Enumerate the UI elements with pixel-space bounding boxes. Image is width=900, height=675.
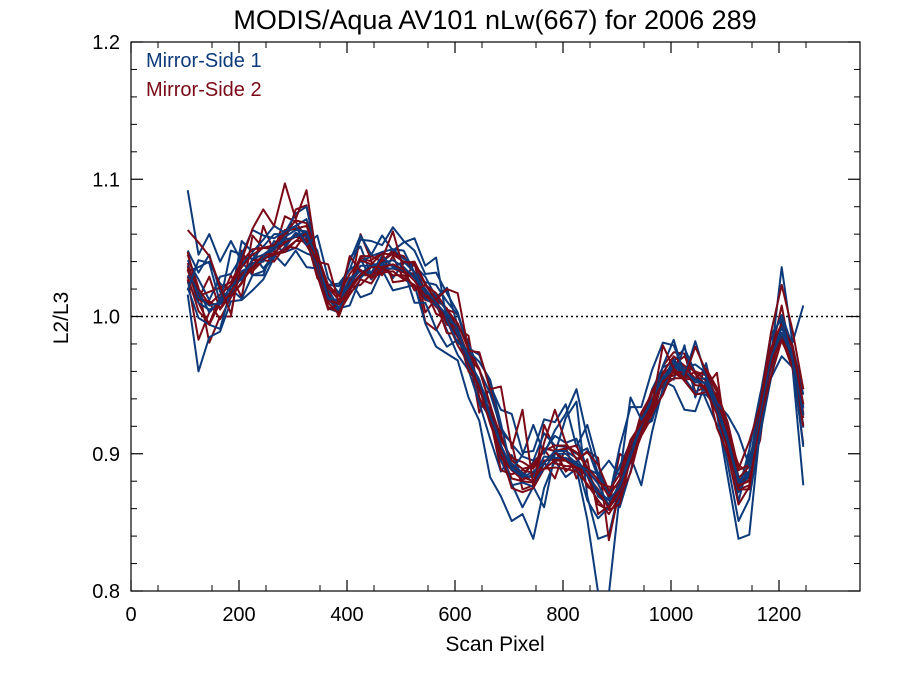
y-tick-label: 1.2 [92,32,120,54]
x-tick-label: 1000 [649,604,694,626]
x-tick-label: 600 [438,604,471,626]
series-line-mirror-side-1-9 [186,230,805,502]
x-tick-label: 800 [546,604,579,626]
series-line-mirror-side-2-7 [186,231,805,510]
y-tick-label: 1.1 [92,169,120,191]
series-line-mirror-side-1-8 [186,229,805,507]
series-line-mirror-side-1-7 [186,231,805,506]
y-tick-label: 0.9 [92,444,120,466]
series-line-mirror-side-2-8 [186,235,805,509]
plot-frame [130,41,861,592]
x-axis-label: Scan Pixel [445,633,544,656]
x-tick-label: 1200 [757,604,802,626]
plot-area: 0 200 400 600 800 1000 1200 0.8 0.9 1.0 1.1 1.2 [92,32,861,626]
series-line-mirror-side-2-10 [186,182,805,492]
y-tick-label: 1.0 [92,307,120,329]
x-tick-label: 0 [125,604,136,626]
legend-entry-mirror-side-2: Mirror-Side 2 [146,79,262,101]
series-line-mirror-side-2-3 [186,231,805,511]
series-layer [186,182,805,591]
series-line-mirror-side-2-4 [186,233,805,507]
x-tick-label: 400 [330,604,363,626]
legend-entry-mirror-side-1: Mirror-Side 1 [146,50,262,72]
y-axis-label: L2/L3 [50,292,73,345]
y-tick-label: 0.8 [92,581,120,603]
chart-title: MODIS/Aqua AV101 nLw(667) for 2006 289 [233,5,756,35]
x-tick-label: 200 [222,604,255,626]
tick-layer: 0 200 400 600 800 1000 1200 0.8 0.9 1.0 1.1 1.2 [92,32,860,626]
